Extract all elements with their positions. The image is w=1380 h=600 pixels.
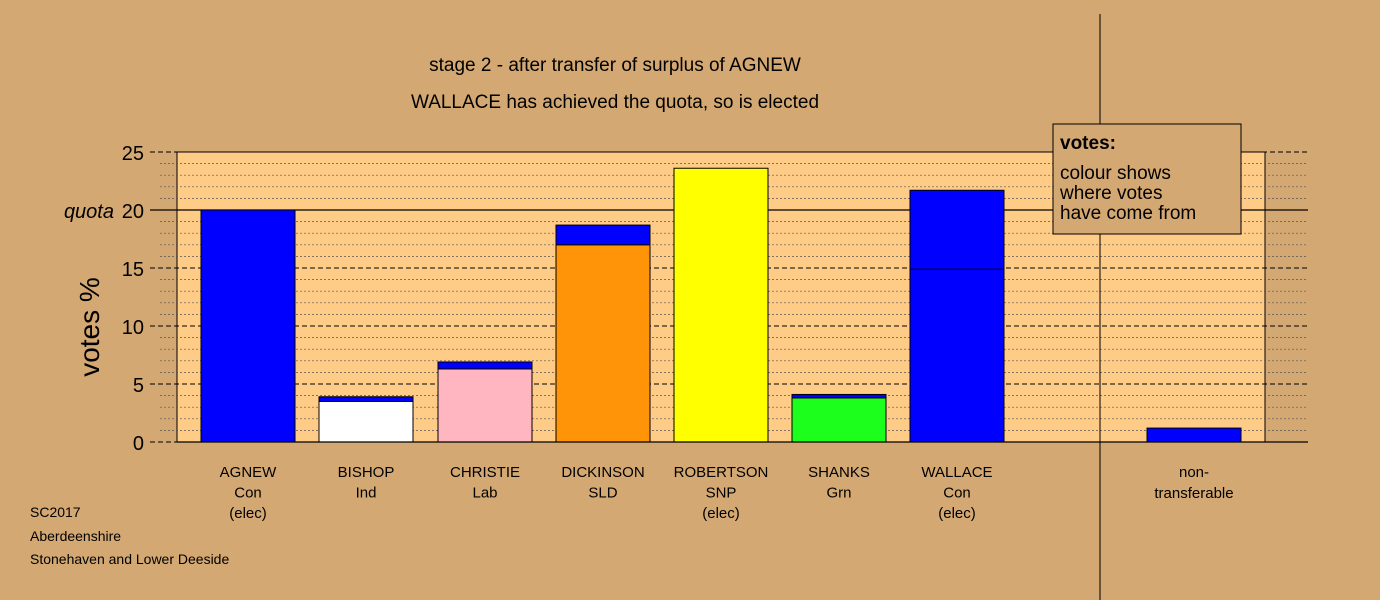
party-label: Ind — [356, 485, 377, 502]
status-label: (elec) — [938, 505, 976, 522]
legend-line-2: where votes — [1059, 183, 1162, 204]
bar-shanks — [791, 393, 887, 443]
candidate-name-label: DICKINSON — [561, 464, 644, 481]
bar-segment — [673, 167, 769, 443]
legend: votes: colour shows where votes have com… — [1052, 123, 1242, 235]
party-label: SLD — [588, 485, 617, 502]
chart-title: stage 2 - after transfer of surplus of A… — [429, 55, 801, 76]
bar-christie — [437, 361, 533, 443]
candidate-name-label: ROBERTSON — [674, 464, 769, 481]
legend-line-1: colour shows — [1060, 163, 1171, 184]
bar-segment — [791, 393, 887, 399]
status-label: (elec) — [229, 505, 267, 522]
bar-segment — [437, 361, 533, 370]
bar-segment — [791, 397, 887, 443]
bar-agnew — [200, 209, 296, 443]
bar-bishop — [318, 396, 414, 443]
bar-segment — [555, 224, 651, 246]
y-axis-title: votes % — [74, 277, 105, 377]
x-axis-labels: AGNEW Con (elec) BISHOP Ind CHRISTIE Lab DICKIN… — [220, 464, 1234, 522]
y-tick-label: 15 — [122, 259, 144, 281]
bar-segment — [318, 400, 414, 443]
footer-ward: Stonehaven and Lower Deeside — [30, 551, 229, 567]
y-tick-label: 5 — [133, 375, 144, 397]
chart-subtitle: WALLACE has achieved the quota, so is el… — [411, 92, 819, 113]
y-tick-label: 0 — [133, 433, 144, 455]
candidate-name-label: CHRISTIE — [450, 464, 520, 481]
legend-line-3: have come from — [1060, 203, 1196, 224]
non-transferable-label: transferable — [1154, 485, 1233, 502]
y-tick-label: 20 — [122, 201, 144, 223]
y-tick-label: 10 — [122, 317, 144, 339]
party-label: SNP — [706, 485, 737, 502]
bar-dickinson — [555, 224, 651, 443]
candidate-name-label: SHANKS — [808, 464, 870, 481]
candidate-name-label: WALLACE — [921, 464, 992, 481]
bar-segment — [437, 368, 533, 443]
party-label: Lab — [472, 485, 497, 502]
status-label: (elec) — [702, 505, 740, 522]
bar-robertson — [673, 167, 769, 443]
y-axis: 0 5 10 15 20 25 quota — [64, 143, 1308, 455]
quota-label: quota — [64, 201, 114, 223]
footer-council: Aberdeenshire — [30, 528, 121, 544]
bar-segment — [200, 209, 296, 443]
party-label: Con — [943, 485, 971, 502]
bars — [200, 167, 1242, 443]
footer: SC2017 Aberdeenshire Stonehaven and Lowe… — [30, 504, 229, 567]
candidate-name-label: AGNEW — [220, 464, 278, 481]
legend-box — [1052, 123, 1242, 235]
bar-wallace — [909, 189, 1005, 443]
party-label: Con — [234, 485, 262, 502]
bar-segment — [909, 268, 1005, 443]
bar-segment — [555, 244, 651, 443]
legend-title: votes: — [1060, 133, 1116, 154]
candidate-name-label: BISHOP — [338, 464, 395, 481]
party-label: Grn — [826, 485, 851, 502]
footer-election: SC2017 — [30, 504, 81, 520]
non-transferable-label: non- — [1179, 464, 1209, 481]
y-tick-label: 25 — [122, 143, 144, 165]
bar-segment — [909, 189, 1005, 270]
bar-non-transferable — [1146, 427, 1242, 443]
bar-segment — [318, 396, 414, 402]
